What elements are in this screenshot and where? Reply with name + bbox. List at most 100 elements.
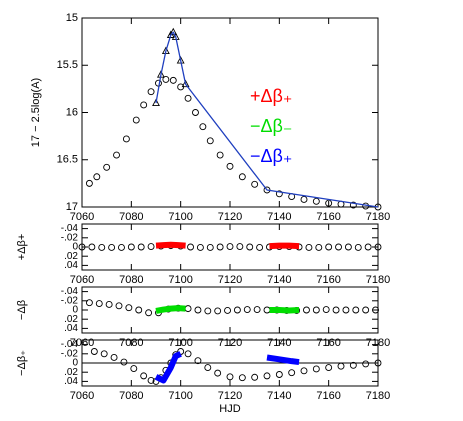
x-tick-label: 7080 bbox=[119, 274, 143, 286]
x-axis-label: HJD bbox=[219, 403, 240, 415]
circle-point bbox=[264, 307, 270, 313]
circle-point bbox=[239, 375, 245, 381]
x-tick-label: 7100 bbox=[168, 274, 192, 286]
y-axis-label: +Δβ+ bbox=[16, 234, 28, 261]
y-tick-label: .04 bbox=[64, 376, 78, 387]
circle-point bbox=[301, 368, 307, 374]
circle-point bbox=[146, 310, 152, 316]
circle-point bbox=[326, 244, 332, 250]
circle-point bbox=[197, 244, 203, 250]
residual-band bbox=[156, 354, 181, 381]
circle-point bbox=[244, 307, 250, 313]
circle-point bbox=[234, 307, 240, 313]
circle-point bbox=[188, 244, 194, 250]
residual-band bbox=[267, 357, 299, 362]
circle-point bbox=[200, 124, 206, 130]
x-tick-label: 7100 bbox=[168, 390, 192, 402]
circle-point bbox=[195, 307, 201, 313]
circle-point bbox=[185, 95, 191, 101]
y-axis-label: 17 − 2.5log(A) bbox=[30, 78, 42, 147]
circle-point bbox=[247, 244, 253, 250]
x-tick-label: 7180 bbox=[366, 211, 390, 223]
circle-point bbox=[215, 370, 221, 376]
circle-point bbox=[338, 363, 344, 369]
circle-point bbox=[227, 374, 233, 380]
circle-point bbox=[252, 374, 258, 380]
circle-point bbox=[141, 102, 147, 108]
x-tick-label: 7120 bbox=[218, 390, 242, 402]
circle-point bbox=[136, 307, 142, 313]
x-tick-label: 7140 bbox=[267, 211, 291, 223]
circle-point bbox=[111, 354, 117, 360]
circle-point bbox=[363, 361, 369, 367]
circle-point bbox=[86, 300, 92, 306]
circle-point bbox=[303, 307, 309, 313]
circle-point bbox=[91, 349, 97, 355]
y-axis-label: −Δβ₊ bbox=[16, 350, 28, 376]
circle-point bbox=[227, 163, 233, 169]
y-tick-label: .04 bbox=[64, 323, 78, 334]
circle-point bbox=[94, 174, 100, 180]
residual-band bbox=[156, 308, 186, 311]
x-tick-label: 7060 bbox=[70, 274, 94, 286]
circle-point bbox=[252, 181, 258, 187]
circle-point bbox=[116, 303, 122, 309]
circle-point bbox=[128, 244, 134, 250]
circle-point bbox=[313, 366, 319, 372]
x-tick-label: 7060 bbox=[70, 390, 94, 402]
circle-point bbox=[301, 196, 307, 202]
circle-point bbox=[276, 372, 282, 378]
circle-point bbox=[353, 307, 359, 313]
y-tick-label: 15.5 bbox=[57, 59, 78, 71]
x-tick-label: 7100 bbox=[168, 211, 192, 223]
circle-point bbox=[126, 305, 132, 311]
circle-point bbox=[355, 244, 361, 250]
x-tick-label: 7140 bbox=[267, 390, 291, 402]
circle-point bbox=[225, 307, 231, 313]
circle-point bbox=[148, 244, 154, 250]
x-tick-label: 7080 bbox=[119, 211, 143, 223]
circle-point bbox=[89, 244, 95, 250]
x-tick-label: 7120 bbox=[218, 274, 242, 286]
circle-point bbox=[138, 244, 144, 250]
circle-point bbox=[114, 152, 120, 158]
circle-point bbox=[99, 244, 105, 250]
circle-point bbox=[336, 244, 342, 250]
circle-point bbox=[96, 301, 102, 307]
circle-point bbox=[148, 89, 154, 95]
circle-point bbox=[133, 117, 139, 123]
circle-point bbox=[131, 366, 137, 372]
circle-point bbox=[326, 365, 332, 371]
x-tick-label: 7160 bbox=[316, 274, 340, 286]
circle-point bbox=[104, 164, 110, 170]
plot-frame bbox=[82, 224, 378, 270]
x-tick-label: 7120 bbox=[218, 211, 242, 223]
y-tick-label: .04 bbox=[64, 260, 78, 271]
circle-point bbox=[192, 110, 198, 116]
legend-label: +Δβ₊ bbox=[250, 86, 292, 106]
circle-point bbox=[86, 180, 92, 186]
circle-point bbox=[118, 244, 124, 250]
circle-point bbox=[106, 301, 112, 307]
y-tick-label: 16.5 bbox=[57, 154, 78, 166]
y-tick-label: 17 bbox=[66, 201, 78, 213]
circle-point bbox=[316, 244, 322, 250]
circle-point bbox=[207, 138, 213, 144]
circle-point bbox=[205, 365, 211, 371]
circle-point bbox=[343, 307, 349, 313]
circle-point bbox=[170, 77, 176, 83]
circle-point bbox=[121, 359, 127, 365]
circle-point bbox=[323, 307, 329, 313]
circle-point bbox=[217, 152, 223, 158]
circle-point bbox=[345, 244, 351, 250]
circle-point bbox=[264, 373, 270, 379]
circle-point bbox=[185, 306, 191, 312]
circle-point bbox=[141, 373, 147, 379]
legend-label: −Δβ₊ bbox=[250, 146, 292, 166]
circle-point bbox=[207, 244, 213, 250]
circle-point bbox=[365, 244, 371, 250]
circle-point bbox=[363, 307, 369, 313]
circle-point bbox=[109, 244, 115, 250]
